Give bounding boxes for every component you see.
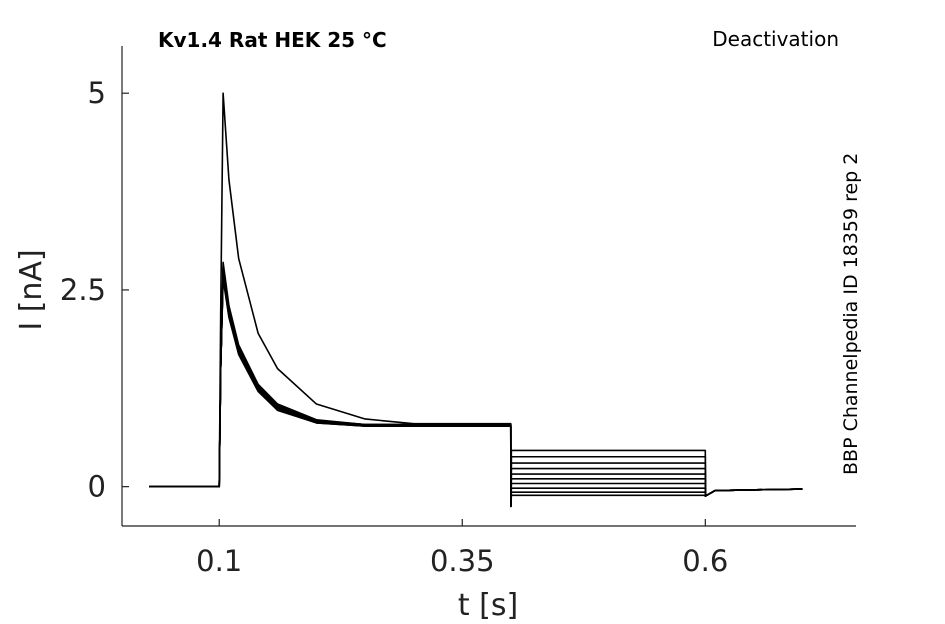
y-axis-label: I [nA] (14, 249, 49, 330)
current-trace-4 (149, 267, 803, 508)
current-trace-10 (149, 278, 803, 508)
x-tick-label: 0.6 (682, 544, 728, 578)
x-tick-label: 0.1 (196, 544, 242, 578)
current-trace-1 (149, 92, 803, 508)
x-tick-label: 0.35 (430, 544, 495, 578)
protocol-label: Deactivation (712, 27, 839, 51)
y-tick-label: 2.5 (60, 273, 106, 307)
y-tick-label: 5 (88, 76, 106, 110)
channelpedia-id-label: BBP Channelpedia ID 18359 rep 2 (840, 153, 862, 475)
y-tick-label: 0 (88, 470, 106, 504)
trace-group (149, 92, 803, 508)
y-tick-group: 02.55 (60, 76, 129, 504)
x-tick-group: 0.1 0.35 0.6 (196, 519, 728, 578)
chart-title: Kv1.4 Rat HEK 25 °C (158, 28, 387, 52)
x-axis-label: t [s] (458, 588, 518, 623)
